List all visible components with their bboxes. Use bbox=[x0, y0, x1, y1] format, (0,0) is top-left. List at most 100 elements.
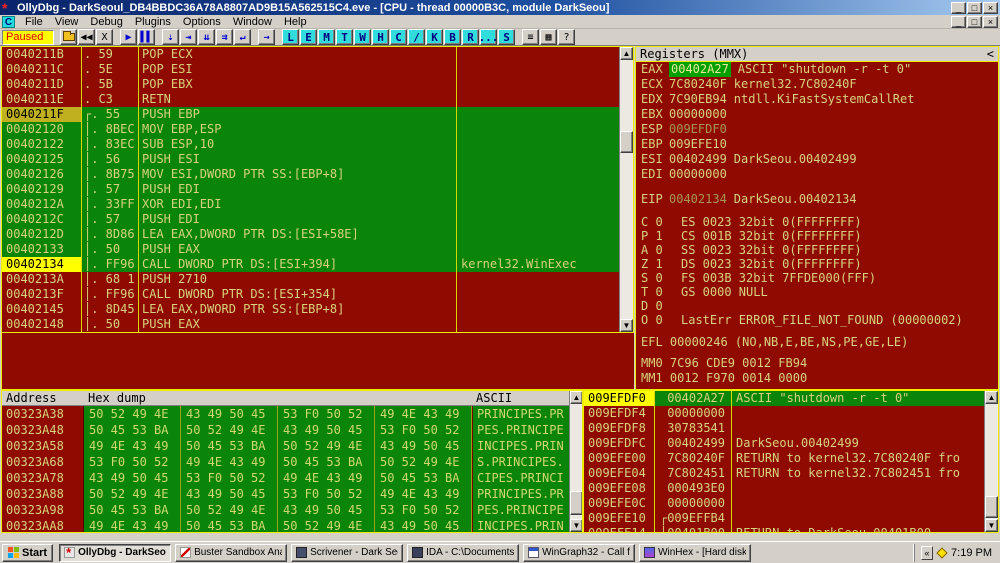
taskbar-button-ida[interactable]: IDA - C:\Documents and ... bbox=[407, 543, 520, 562]
disasm-row[interactable]: 00402133 │. 50 PUSH EAX bbox=[2, 242, 619, 257]
flag-row[interactable]: P 1 CS 001B 32bit 0(FFFFFFFF) bbox=[636, 229, 998, 243]
flag-row[interactable]: T 0 GS 0000 NULL bbox=[636, 285, 998, 299]
appearance-button[interactable]: ▦ bbox=[540, 29, 557, 45]
dump-row[interactable]: 00323A68 53 F0 50 52 49 4E 43 49 50 45 53 B… bbox=[2, 454, 570, 470]
disasm-row[interactable]: 00402120 │. 8BEC MOV EBP,ESP bbox=[2, 122, 619, 137]
scroll-thumb[interactable] bbox=[570, 491, 582, 515]
dump-row[interactable]: 00323A38 50 52 49 4E 43 49 50 45 53 F0 50 5… bbox=[2, 406, 570, 422]
menu-item-window[interactable]: Window bbox=[232, 15, 272, 28]
register-extra-line[interactable]: MM0 7C96 CDE9 0012 FB94 bbox=[641, 356, 808, 370]
memory-window-button[interactable]: M bbox=[318, 29, 335, 45]
close-button[interactable]: × bbox=[983, 1, 998, 14]
menu-item-options[interactable]: Options bbox=[182, 15, 221, 28]
register-extra-line[interactable]: MM1 0012 F970 0014 0000 bbox=[641, 371, 808, 385]
dump-row[interactable]: 00323A88 50 52 49 4E 43 49 50 45 53 F0 50 5… bbox=[2, 486, 570, 502]
register-row[interactable]: EBP 009EFE10 bbox=[636, 137, 998, 152]
step-over-button[interactable]: ⇥ bbox=[180, 29, 197, 45]
breakpoints-window-button[interactable]: B bbox=[444, 29, 461, 45]
disasm-row[interactable]: 0040211D. 5B POP EBX bbox=[2, 77, 619, 92]
child-window-icon[interactable]: C bbox=[2, 15, 15, 28]
scroll-up-icon[interactable]: ▲ bbox=[570, 391, 582, 404]
disasm-row[interactable]: 0040212A │. 33FF XOR EDI,EDI bbox=[2, 197, 619, 212]
disasm-row[interactable]: 00402122 │. 83EC SUB ESP,10 bbox=[2, 137, 619, 152]
stack-row[interactable]: 009EFDF4 00000000 bbox=[584, 406, 985, 421]
tray-app-icon[interactable] bbox=[936, 546, 948, 559]
menu-item-file[interactable]: File bbox=[25, 15, 43, 28]
call-stack-window-button[interactable]: K bbox=[426, 29, 443, 45]
register-row[interactable]: ESI 00402499 DarkSeou.00402499 bbox=[636, 152, 998, 167]
scroll-down-icon[interactable]: ▼ bbox=[570, 519, 582, 532]
taskbar-button-bsa[interactable]: Buster Sandbox Analyzer bbox=[175, 543, 288, 562]
open-file-button[interactable] bbox=[60, 29, 77, 45]
dump-row[interactable]: 00323A48 50 45 53 BA 50 52 49 4E 43 49 50 4… bbox=[2, 422, 570, 438]
register-row[interactable]: EDX 7C90EB94 ntdll.KiFastSystemCallRet bbox=[636, 92, 998, 107]
menu-item-view[interactable]: View bbox=[54, 15, 79, 28]
stack-row[interactable]: 009EFE04 7C802451 RETURN to kernel32.7C802… bbox=[584, 466, 985, 481]
scroll-thumb[interactable] bbox=[985, 496, 998, 518]
dump-row[interactable]: 00323A58 49 4E 43 49 50 45 53 BA 50 52 49 4… bbox=[2, 438, 570, 454]
cpu-window-button[interactable]: C bbox=[390, 29, 407, 45]
goto-button[interactable]: → bbox=[258, 29, 275, 45]
child-close-button[interactable]: × bbox=[983, 15, 998, 28]
disasm-row[interactable]: 00402134 │. FF96 CALL DWORD PTR DS:[ESI+39… bbox=[2, 257, 619, 272]
taskbar-button-wingraph[interactable]: WinGraph32 - Call flow o... bbox=[523, 543, 636, 562]
flag-row[interactable]: D 0 bbox=[636, 299, 998, 313]
flag-row[interactable]: A 0 SS 0023 32bit 0(FFFFFFFF) bbox=[636, 243, 998, 257]
child-restore-button[interactable]: □ bbox=[967, 15, 982, 28]
restart-button[interactable]: ◀◀ bbox=[78, 29, 95, 45]
stack-row[interactable]: 009EFE08 000493E0 bbox=[584, 481, 985, 496]
stack-row[interactable]: 009EFE14 │00401B00 RETURN to DarkSeou.0040… bbox=[584, 526, 985, 532]
stack-scrollbar[interactable]: ▲ ▼ bbox=[984, 391, 998, 532]
execute-till-return-button[interactable]: ↵ bbox=[234, 29, 251, 45]
disasm-row[interactable]: 0040213A │. 68 1 PUSH 2710 bbox=[2, 272, 619, 287]
menu-item-plugins[interactable]: Plugins bbox=[134, 15, 171, 28]
stack-row[interactable]: 009EFDFC 00402499 DarkSeou.00402499 bbox=[584, 436, 985, 451]
dump-row[interactable]: 00323A78 43 49 50 45 53 F0 50 52 49 4E 43 4… bbox=[2, 470, 570, 486]
stack-row[interactable]: 009EFE0C 00000000 bbox=[584, 496, 985, 511]
menu-item-debug[interactable]: Debug bbox=[90, 15, 123, 28]
handles-window-button[interactable]: H bbox=[372, 29, 389, 45]
register-row[interactable]: EBX 00000000 bbox=[636, 107, 998, 122]
taskbar-button-winhex[interactable]: WinHex - [Hard disk 0] bbox=[639, 543, 752, 562]
executables-window-button[interactable]: E bbox=[300, 29, 317, 45]
register-row[interactable]: EAX 00402A27 ASCII "shutdown -r -t 0" bbox=[636, 62, 998, 77]
collapse-icon[interactable]: < bbox=[986, 47, 994, 61]
register-extra-line[interactable]: EFL 00000246 (NO,NB,E,BE,NS,PE,GE,LE) bbox=[641, 335, 909, 349]
register-row[interactable]: ECX 7C80240F kernel32.7C80240F bbox=[636, 77, 998, 92]
child-minimize-button[interactable]: _ bbox=[951, 15, 966, 28]
run-trace-window-button[interactable]: ... bbox=[478, 29, 499, 45]
help-button[interactable]: ? bbox=[558, 29, 575, 45]
register-row[interactable]: EDI 00000000 bbox=[636, 167, 998, 182]
log-window-button[interactable]: L bbox=[282, 29, 299, 45]
disasm-row[interactable]: 00402129 │. 57 PUSH EDI bbox=[2, 182, 619, 197]
pause-button[interactable]: ▌▌ bbox=[138, 29, 155, 45]
tray-chevron-icon[interactable]: « bbox=[921, 545, 934, 560]
scroll-down-icon[interactable]: ▼ bbox=[985, 519, 998, 532]
flag-row[interactable]: C 0 ES 0023 32bit 0(FFFFFFFF) bbox=[636, 215, 998, 229]
register-row[interactable]: EIP 00402134 DarkSeou.00402134 bbox=[636, 192, 998, 207]
disasm-row[interactable]: 0040211C. 5E POP ESI bbox=[2, 62, 619, 77]
disasm-row[interactable]: 0040211F ┌. 55 PUSH EBP bbox=[2, 107, 619, 122]
disasm-row[interactable]: 00402125 │. 56 PUSH ESI bbox=[2, 152, 619, 167]
run-button[interactable]: ▶ bbox=[120, 29, 137, 45]
dump-row[interactable]: 00323AA8 49 4E 43 49 50 45 53 BA 50 52 49 4… bbox=[2, 518, 570, 532]
dump-scrollbar[interactable]: ▲ ▼ bbox=[569, 391, 582, 532]
start-button[interactable]: Start bbox=[2, 543, 54, 562]
flag-row[interactable]: S 0 FS 003B 32bit 7FFDE000(FFF) bbox=[636, 271, 998, 285]
close-program-button[interactable]: X bbox=[96, 29, 113, 45]
restore-button[interactable]: □ bbox=[967, 1, 982, 14]
disasm-row[interactable]: 00402145 │. 8D45 LEA EAX,DWORD PTR SS:[EBP… bbox=[2, 302, 619, 317]
disasm-row[interactable]: 0040211E. C3 RETN bbox=[2, 92, 619, 107]
scroll-down-icon[interactable]: ▼ bbox=[620, 319, 633, 332]
minimize-button[interactable]: _ bbox=[951, 1, 966, 14]
menu-item-help[interactable]: Help bbox=[283, 15, 307, 28]
animate-over-button[interactable]: ⇉ bbox=[216, 29, 233, 45]
flag-row[interactable]: O 0 LastErr ERROR_FILE_NOT_FOUND (0000000… bbox=[636, 313, 998, 327]
step-into-button[interactable]: ⇣ bbox=[162, 29, 179, 45]
references-window-button[interactable]: R bbox=[462, 29, 479, 45]
flag-row[interactable]: Z 1 DS 0023 32bit 0(FFFFFFFF) bbox=[636, 257, 998, 271]
windows-list-button[interactable]: ≡ bbox=[522, 29, 539, 45]
stack-row[interactable]: 009EFE10 ┌009EFFB4 bbox=[584, 511, 985, 526]
disasm-row[interactable]: 00402126 │. 8B75 MOV ESI,DWORD PTR SS:[EBP… bbox=[2, 167, 619, 182]
taskbar-button-ollydbg[interactable]: OllyDbg - DarkSeoul_... bbox=[59, 543, 172, 562]
